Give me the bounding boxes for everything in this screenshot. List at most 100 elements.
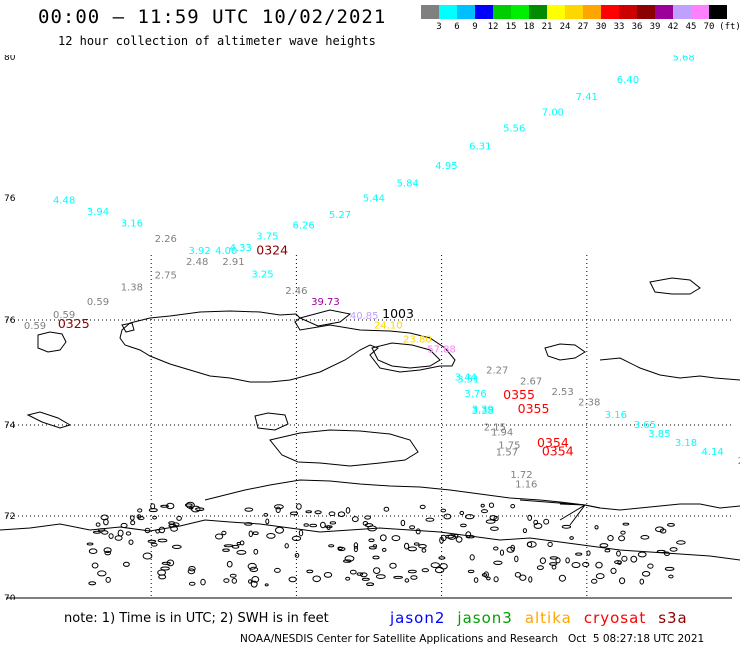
lake-shape <box>569 536 574 540</box>
wave-height-value: 3.65 <box>634 420 656 431</box>
mainland-coast <box>204 479 740 511</box>
wave-height-value: 3.44 <box>455 372 477 383</box>
lake-shape <box>309 523 318 528</box>
lake-shape <box>184 503 193 507</box>
wave-height-value: 3.16 <box>121 219 143 230</box>
east-coast-line <box>599 357 740 381</box>
lake-shape <box>637 551 647 558</box>
lake-shape <box>185 501 195 509</box>
satellite-name: s3a <box>658 609 688 627</box>
lake-shape <box>157 569 167 576</box>
lake-shape <box>325 525 333 529</box>
lake-shape <box>485 519 496 524</box>
pass-time-label: 1003 <box>382 306 414 321</box>
legend-swatch <box>457 5 475 19</box>
map-title: 00:00 – 11:59 UTC 10/02/2021 <box>38 6 387 28</box>
legend-swatch <box>475 5 493 19</box>
wave-height-value: 0.59 <box>87 297 109 308</box>
lake-shape <box>481 509 488 514</box>
wave-height-value: 39.73 <box>311 297 340 308</box>
lake-shape <box>404 578 410 583</box>
lake-shape <box>266 533 276 539</box>
pass-time-label: 0324 <box>256 243 288 258</box>
lake-shape <box>656 549 666 554</box>
lake-shape <box>455 536 463 543</box>
lake-shape <box>88 548 98 555</box>
lake-shape <box>655 526 665 533</box>
pass-time-label: 0354 <box>542 443 574 458</box>
wave-height-value: 4.95 <box>435 161 457 172</box>
lake-shape <box>226 560 233 568</box>
legend-label: 42 <box>667 22 679 32</box>
lake-shape <box>275 526 284 534</box>
wave-height-value: 0.59 <box>24 321 46 332</box>
lake-shape <box>528 576 533 583</box>
lake-shape <box>647 563 654 569</box>
legend-swatch <box>421 5 439 19</box>
lake-shape <box>128 539 134 545</box>
wave-height-value: 5.68 <box>672 55 694 64</box>
lake-shape <box>247 562 257 570</box>
lake-shape <box>453 533 459 538</box>
lake-shape <box>125 531 132 536</box>
lake-shape <box>464 514 475 520</box>
wave-height-value: 4.00 <box>215 246 237 257</box>
lake-shape <box>413 542 420 546</box>
lake-shape <box>604 548 611 553</box>
lake-shape <box>345 507 351 514</box>
lake-shape <box>274 567 281 573</box>
lake-shape <box>499 549 505 556</box>
lake-shape <box>215 533 224 540</box>
legend-label: 30 <box>595 22 607 32</box>
lake-shape <box>353 542 359 549</box>
lake-shape <box>108 533 114 539</box>
wave-height-value: 1.75 <box>498 441 520 452</box>
lake-shape <box>236 550 247 555</box>
lake-shape <box>161 561 171 565</box>
legend-label: 36 <box>631 22 643 32</box>
wave-height-value: 3.75 <box>256 231 278 242</box>
lake-shape <box>486 576 491 581</box>
lake-shape <box>312 575 322 583</box>
wave-height-value: 2.15 <box>484 422 506 433</box>
units-note: note: 1) Time is in UTC; 2) SWH is in fe… <box>64 611 329 626</box>
wave-height-value: 1.72 <box>510 470 532 481</box>
lake-shape <box>142 552 153 560</box>
lake-shape <box>337 546 343 551</box>
lake-shape <box>275 506 281 513</box>
lake-shape <box>640 535 650 540</box>
lake-shape <box>303 523 309 527</box>
lake-shape <box>296 503 302 510</box>
lake-shape <box>418 544 427 549</box>
lake-shape <box>510 504 516 509</box>
lake-shape <box>620 530 626 535</box>
lake-shape <box>306 569 314 574</box>
lake-shape <box>582 561 590 568</box>
lake-shape <box>539 557 547 565</box>
lake-shape <box>372 555 380 560</box>
lake-shape <box>489 515 497 521</box>
lake-shape <box>187 568 196 575</box>
lake-shape <box>381 547 387 552</box>
wave-height-value: 1.16 <box>515 479 537 490</box>
lake-shape <box>676 540 686 545</box>
legend-label: 6 <box>454 22 460 32</box>
satellite-legend: jason2 jason3 altika cryosat s3a <box>390 609 700 627</box>
lake-shape <box>144 527 151 534</box>
lake-shape <box>362 521 369 526</box>
lake-shape <box>522 528 528 534</box>
lake-shape <box>229 573 237 578</box>
lake-shape <box>533 522 543 529</box>
wave-height-value: 6.26 <box>293 221 315 232</box>
delta-lines <box>519 499 601 526</box>
legend-label: 3 <box>436 22 442 32</box>
lake-shape <box>480 503 485 508</box>
lake-shape <box>533 519 539 526</box>
wave-height-value: 4.14 <box>702 447 724 458</box>
lake-shape <box>104 550 111 556</box>
lake-shape <box>607 535 614 542</box>
lake-shape <box>514 572 522 578</box>
map-subtitle: 12 hour collection of altimeter wave hei… <box>58 34 376 48</box>
wave-height-value: 1.94 <box>491 427 513 438</box>
wave-height-value: 1.38 <box>121 283 143 294</box>
